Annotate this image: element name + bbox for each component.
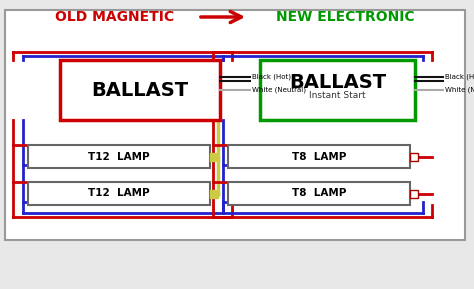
Text: BALLAST: BALLAST xyxy=(289,73,386,92)
Text: OLD MAGNETIC: OLD MAGNETIC xyxy=(55,10,174,24)
Text: Black (Hot): Black (Hot) xyxy=(445,74,474,80)
Text: White (Neutral): White (Neutral) xyxy=(445,87,474,93)
Bar xyxy=(28,182,210,205)
Bar xyxy=(210,190,218,197)
Bar xyxy=(60,60,220,120)
Bar xyxy=(228,145,410,168)
Text: T12  LAMP: T12 LAMP xyxy=(88,188,150,199)
Text: Black (Hot): Black (Hot) xyxy=(252,74,291,80)
Text: T12  LAMP: T12 LAMP xyxy=(88,151,150,162)
Bar xyxy=(210,153,218,160)
Bar xyxy=(410,153,418,160)
Bar xyxy=(410,190,418,197)
Bar xyxy=(28,145,210,168)
Text: NEW ELECTRONIC: NEW ELECTRONIC xyxy=(276,10,414,24)
Bar xyxy=(260,60,415,120)
Text: White (Neutral): White (Neutral) xyxy=(252,87,306,93)
Text: T8  LAMP: T8 LAMP xyxy=(292,151,346,162)
Bar xyxy=(5,10,465,240)
Text: Instant Start: Instant Start xyxy=(309,92,366,101)
Text: BALLAST: BALLAST xyxy=(91,81,189,99)
Text: T8  LAMP: T8 LAMP xyxy=(292,188,346,199)
Bar xyxy=(228,182,410,205)
